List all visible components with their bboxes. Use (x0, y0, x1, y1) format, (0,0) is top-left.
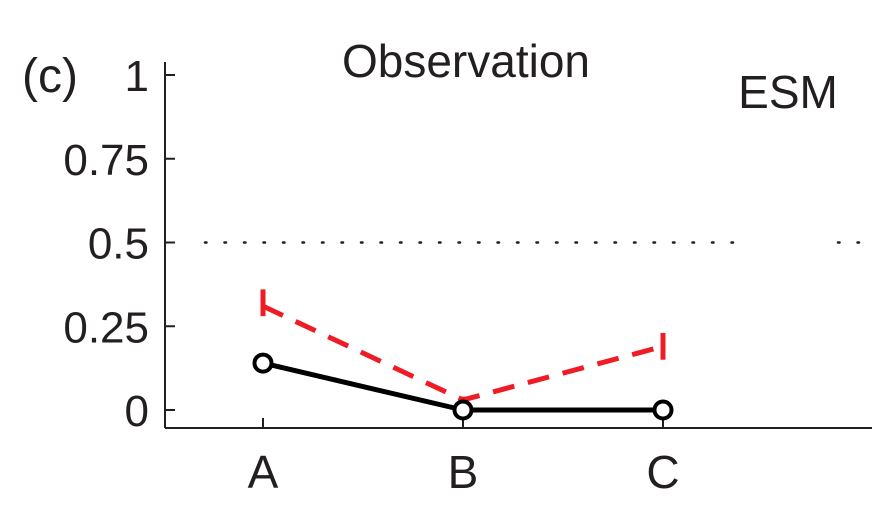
data-point (452, 399, 474, 421)
series-line-1 (261, 303, 664, 403)
y-tick-label: 0 (125, 387, 149, 436)
y-tick-label: 0.25 (63, 303, 149, 352)
annotation-observation: Observation (342, 35, 590, 87)
annotation-esm: ESM (738, 66, 838, 118)
x-tick-label: A (248, 446, 279, 498)
y-tick-label: 0.75 (63, 136, 149, 185)
data-point (652, 399, 674, 421)
y-tick-label: 0.5 (88, 220, 149, 269)
x-tick-label: B (448, 446, 479, 498)
y-tick-label: 1 (125, 52, 149, 101)
data-point (252, 352, 274, 374)
panel-label: (c) (22, 50, 78, 103)
x-tick-label: C (646, 446, 679, 498)
